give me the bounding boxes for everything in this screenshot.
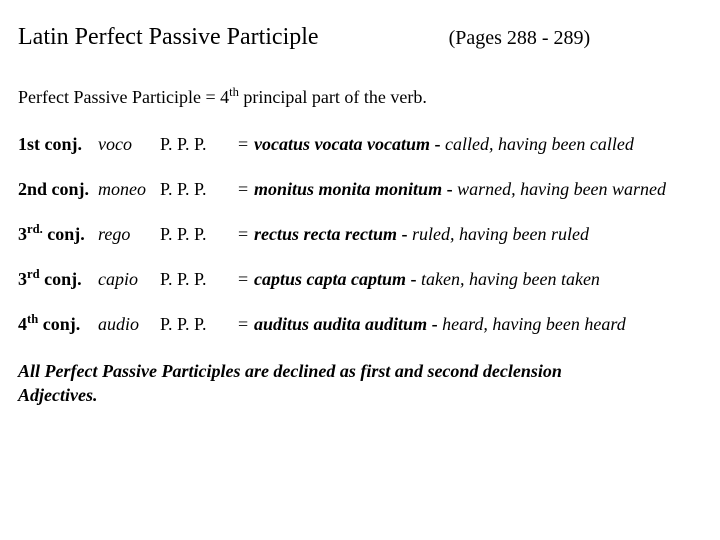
definition: rectus recta rectum - ruled, having been… bbox=[254, 224, 589, 245]
table-row: 4th conj. audio P. P. P. = auditus audit… bbox=[18, 314, 702, 335]
gloss: warned, having been warned bbox=[457, 179, 666, 199]
conj-pre: 1st conj. bbox=[18, 134, 82, 154]
conjugation-label: 2nd conj. bbox=[18, 179, 98, 200]
participle-forms: captus capta captum bbox=[254, 269, 406, 289]
verb-lemma: capio bbox=[98, 269, 160, 290]
table-row: 3rd. conj. rego P. P. P. = rectus recta … bbox=[18, 224, 702, 245]
verb-lemma: audio bbox=[98, 314, 160, 335]
conjugation-label: 4th conj. bbox=[18, 314, 98, 335]
dash: - bbox=[397, 224, 412, 244]
conjugation-label: 1st conj. bbox=[18, 134, 98, 155]
equals: = bbox=[238, 134, 254, 155]
definition: auditus audita auditum - heard, having b… bbox=[254, 314, 626, 335]
gloss: called, having been called bbox=[445, 134, 634, 154]
dash: - bbox=[430, 134, 445, 154]
definition: vocatus vocata vocatum - called, having … bbox=[254, 134, 634, 155]
conj-post: conj. bbox=[38, 314, 80, 334]
ppp-label: P. P. P. bbox=[160, 134, 238, 155]
verb-lemma: voco bbox=[98, 134, 160, 155]
ppp-label: P. P. P. bbox=[160, 179, 238, 200]
header-row: Latin Perfect Passive Participle (Pages … bbox=[18, 24, 702, 51]
participle-forms: auditus audita auditum bbox=[254, 314, 427, 334]
definition: monitus monita monitum - warned, having … bbox=[254, 179, 666, 200]
gloss: ruled, having been ruled bbox=[412, 224, 589, 244]
equals: = bbox=[238, 314, 254, 335]
conjugation-label: 3rd. conj. bbox=[18, 224, 98, 245]
conj-sup: rd bbox=[27, 267, 40, 281]
verb-lemma: rego bbox=[98, 224, 160, 245]
conj-sup: rd. bbox=[27, 222, 43, 236]
ppp-label: P. P. P. bbox=[160, 224, 238, 245]
table-row: 3rd conj. capio P. P. P. = captus capta … bbox=[18, 269, 702, 290]
page-range: (Pages 288 - 289) bbox=[449, 27, 591, 50]
participle-forms: vocatus vocata vocatum bbox=[254, 134, 430, 154]
table-row: 1st conj. voco P. P. P. = vocatus vocata… bbox=[18, 134, 702, 155]
conj-pre: 3 bbox=[18, 224, 27, 244]
footer-note: All Perfect Passive Participles are decl… bbox=[18, 359, 702, 408]
page: Latin Perfect Passive Participle (Pages … bbox=[0, 0, 720, 408]
dash: - bbox=[442, 179, 457, 199]
intro-sup: th bbox=[229, 85, 239, 99]
conj-post: conj. bbox=[40, 269, 82, 289]
table-row: 2nd conj. moneo P. P. P. = monitus monit… bbox=[18, 179, 702, 200]
participle-forms: monitus monita monitum bbox=[254, 179, 442, 199]
conj-pre: 4 bbox=[18, 314, 27, 334]
conj-pre: 2nd conj. bbox=[18, 179, 89, 199]
equals: = bbox=[238, 179, 254, 200]
verb-lemma: moneo bbox=[98, 179, 160, 200]
equals: = bbox=[238, 224, 254, 245]
gloss: taken, having been taken bbox=[421, 269, 600, 289]
ppp-label: P. P. P. bbox=[160, 269, 238, 290]
intro-prefix: Perfect Passive Participle = 4 bbox=[18, 87, 229, 107]
conj-sup: th bbox=[27, 312, 38, 326]
dash: - bbox=[406, 269, 421, 289]
footer-line-1: All Perfect Passive Participles are decl… bbox=[18, 361, 562, 381]
intro-line: Perfect Passive Participle = 4th princip… bbox=[18, 87, 702, 108]
intro-suffix: principal part of the verb. bbox=[239, 87, 427, 107]
dash: - bbox=[427, 314, 442, 334]
conj-pre: 3 bbox=[18, 269, 27, 289]
conjugation-label: 3rd conj. bbox=[18, 269, 98, 290]
conj-post: conj. bbox=[43, 224, 85, 244]
page-title: Latin Perfect Passive Participle bbox=[18, 24, 319, 51]
gloss: heard, having been heard bbox=[442, 314, 626, 334]
ppp-label: P. P. P. bbox=[160, 314, 238, 335]
footer-line-2: Adjectives. bbox=[18, 385, 97, 405]
definition: captus capta captum - taken, having been… bbox=[254, 269, 600, 290]
participle-forms: rectus recta rectum bbox=[254, 224, 397, 244]
equals: = bbox=[238, 269, 254, 290]
